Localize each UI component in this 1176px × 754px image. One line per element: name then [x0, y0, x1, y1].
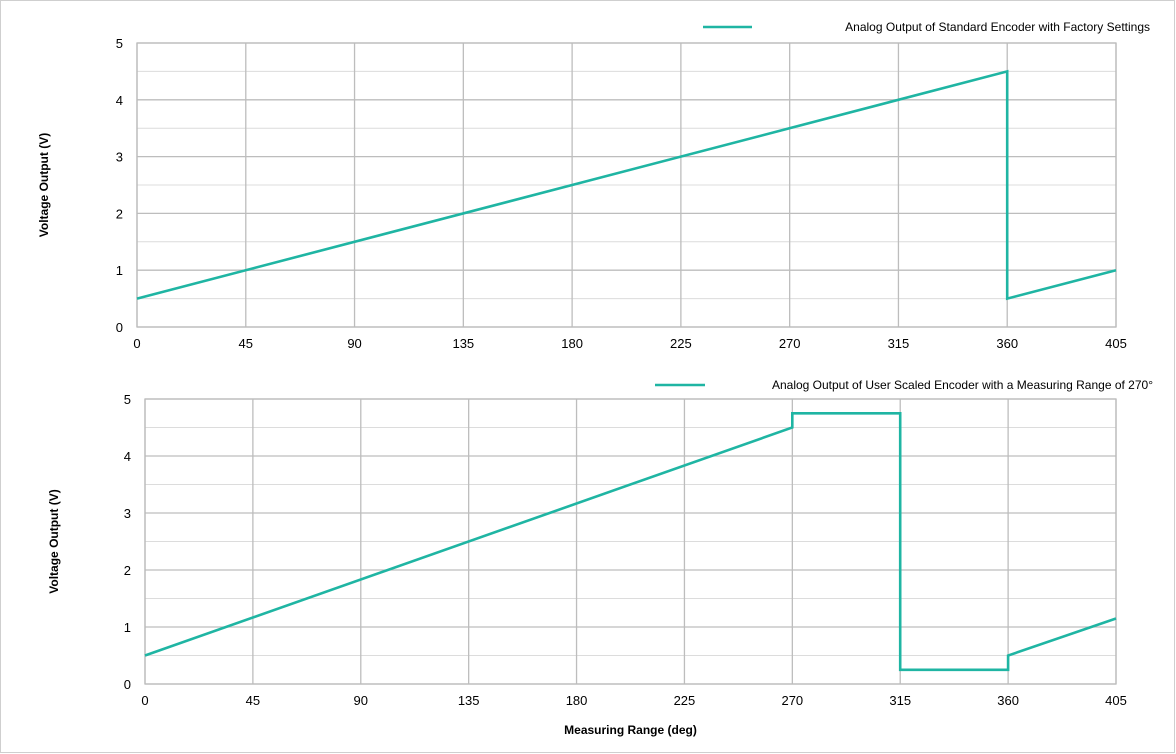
chart1-y-tick-label: 0 — [116, 320, 123, 335]
chart1-y-tick-label: 4 — [116, 93, 123, 108]
chart2-legend-label: Analog Output of User Scaled Encoder wit… — [772, 378, 1153, 392]
chart1-y-tick-label: 2 — [116, 206, 123, 221]
chart1-plot-area — [136, 42, 1117, 328]
chart1-x-tick-label: 0 — [133, 336, 140, 351]
chart2-x-tick-label: 135 — [458, 693, 480, 708]
chart1-x-tick-label: 315 — [888, 336, 910, 351]
chart1-y-tick-label: 5 — [116, 36, 123, 51]
chart1-x-tick-label: 45 — [239, 336, 253, 351]
chart1-x-tick-label: 225 — [670, 336, 692, 351]
chart1-x-tick-label: 405 — [1105, 336, 1127, 351]
chart2-y-tick-label: 5 — [124, 392, 131, 407]
chart2-y-tick-label: 4 — [124, 449, 131, 464]
chart1-x-tick-label: 270 — [779, 336, 801, 351]
chart2-x-tick-label: 0 — [141, 693, 148, 708]
chart2-x-tick-label: 405 — [1105, 693, 1127, 708]
chart2-x-tick-label: 225 — [674, 693, 696, 708]
chart1-x-tick-label: 135 — [452, 336, 474, 351]
chart2-y-tick-label: 1 — [124, 620, 131, 635]
chart2-x-tick-label: 360 — [997, 693, 1019, 708]
chart2-y-tick-label: 3 — [124, 506, 131, 521]
chart2-y-axis-title: Voltage Output (V) — [47, 489, 61, 593]
chart1-y-tick-label: 3 — [116, 150, 123, 165]
chart2-plot-area — [144, 398, 1117, 685]
chart2-x-axis-title: Measuring Range (deg) — [564, 723, 697, 737]
chart2-x-tick-label: 270 — [781, 693, 803, 708]
chart2-x-tick-label: 315 — [889, 693, 911, 708]
chart1-x-tick-label: 180 — [561, 336, 583, 351]
chart1-x-tick-label: 90 — [347, 336, 361, 351]
chart2-y-tick-label: 2 — [124, 563, 131, 578]
chart1-x-tick-label: 360 — [996, 336, 1018, 351]
chart1-legend-label: Analog Output of Standard Encoder with F… — [845, 20, 1150, 34]
chart2-series-line — [144, 411, 1117, 672]
chart1-y-tick-label: 1 — [116, 263, 123, 278]
chart1-series-line — [136, 69, 1117, 301]
chart2-x-tick-label: 90 — [354, 693, 368, 708]
chart2-x-tick-label: 180 — [566, 693, 588, 708]
chart2-x-tick-label: 45 — [246, 693, 260, 708]
chart2-y-tick-label: 0 — [124, 677, 131, 692]
chart1-y-axis-title: Voltage Output (V) — [37, 133, 51, 237]
